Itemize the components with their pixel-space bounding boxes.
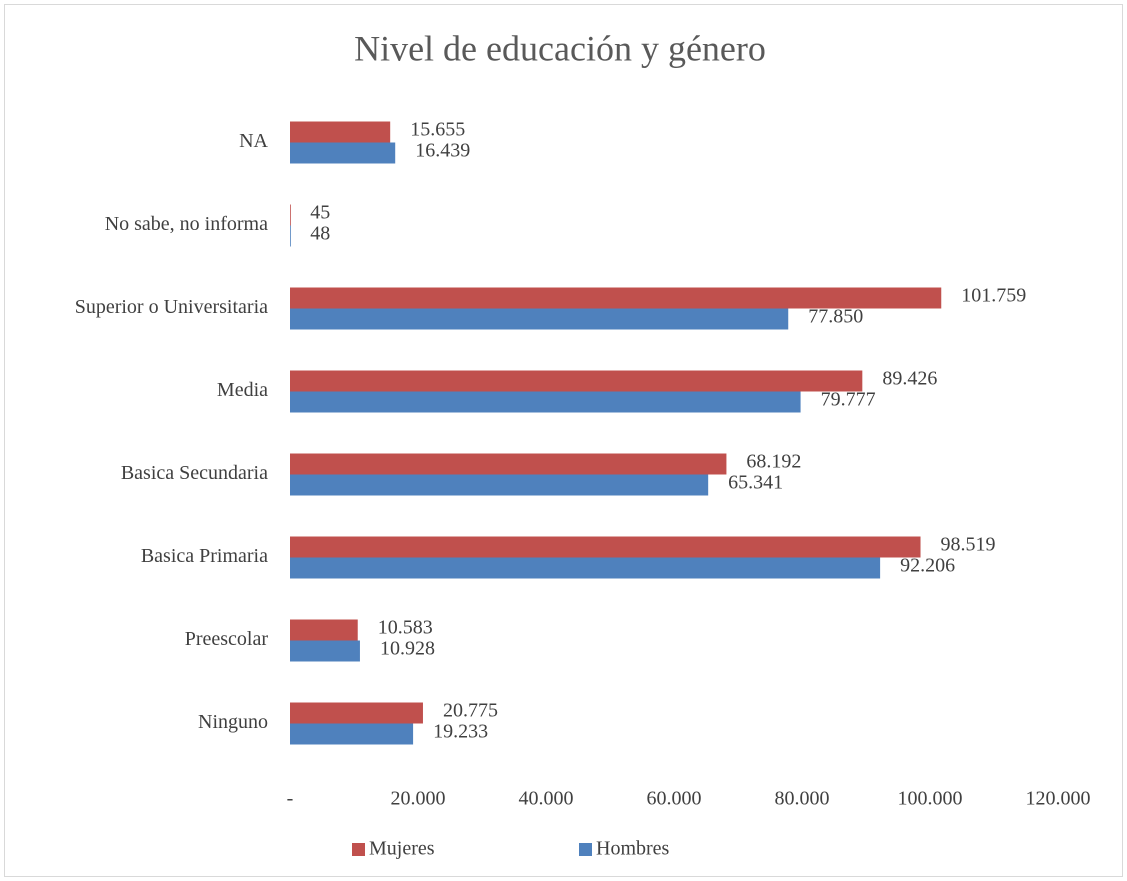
x-tick-label: 120.000 [1026, 788, 1091, 810]
bar [290, 536, 921, 558]
legend-swatch [352, 843, 365, 856]
data-label: 10.583 [378, 617, 433, 639]
bar [290, 391, 801, 413]
y-tick-label: Preescolar [185, 628, 269, 650]
bar [290, 453, 727, 475]
data-label: 19.233 [433, 721, 488, 743]
y-tick-label: Basica Secundaria [121, 462, 268, 484]
bar [290, 557, 881, 579]
legend-swatch [579, 843, 592, 856]
y-tick-label: Ninguno [198, 711, 268, 733]
x-tick-label: 40.000 [519, 788, 574, 810]
x-tick-label: 100.000 [898, 788, 963, 810]
data-label: 15.655 [410, 119, 465, 141]
y-tick-label: Media [217, 379, 268, 401]
bar [290, 287, 942, 309]
bar [290, 204, 291, 226]
bar [290, 474, 709, 496]
bar [290, 370, 863, 392]
bar [290, 225, 291, 247]
bar [290, 619, 358, 641]
y-tick-label: No sabe, no informa [105, 213, 268, 235]
y-tick-label: NA [239, 130, 268, 152]
bar [290, 723, 414, 745]
bar [290, 308, 789, 330]
legend-label: Hombres [596, 838, 670, 860]
data-label: 77.850 [808, 306, 863, 328]
data-label: 79.777 [821, 389, 876, 411]
x-tick-label: - [287, 788, 294, 810]
data-label: 98.519 [941, 534, 996, 556]
data-label: 65.341 [728, 472, 783, 494]
chart-title: Nivel de educación y género [354, 28, 766, 68]
data-label: 101.759 [961, 285, 1026, 307]
data-label: 45 [310, 202, 330, 224]
data-label: 20.775 [443, 700, 498, 722]
data-label: 92.206 [900, 555, 955, 577]
bar [290, 640, 360, 662]
x-tick-label: 60.000 [647, 788, 702, 810]
data-label: 68.192 [746, 451, 801, 473]
y-tick-label: Superior o Universitaria [75, 296, 268, 318]
legend-label: Mujeres [369, 838, 435, 860]
y-tick-label: Basica Primaria [141, 545, 268, 567]
bar [290, 142, 396, 164]
chart-border [4, 4, 1123, 877]
x-tick-label: 20.000 [391, 788, 446, 810]
data-label: 48 [310, 223, 330, 245]
bar [290, 121, 391, 143]
x-tick-label: 80.000 [775, 788, 830, 810]
bar [290, 702, 423, 724]
data-label: 89.426 [882, 368, 937, 390]
data-label: 16.439 [415, 140, 470, 162]
data-label: 10.928 [380, 638, 435, 660]
